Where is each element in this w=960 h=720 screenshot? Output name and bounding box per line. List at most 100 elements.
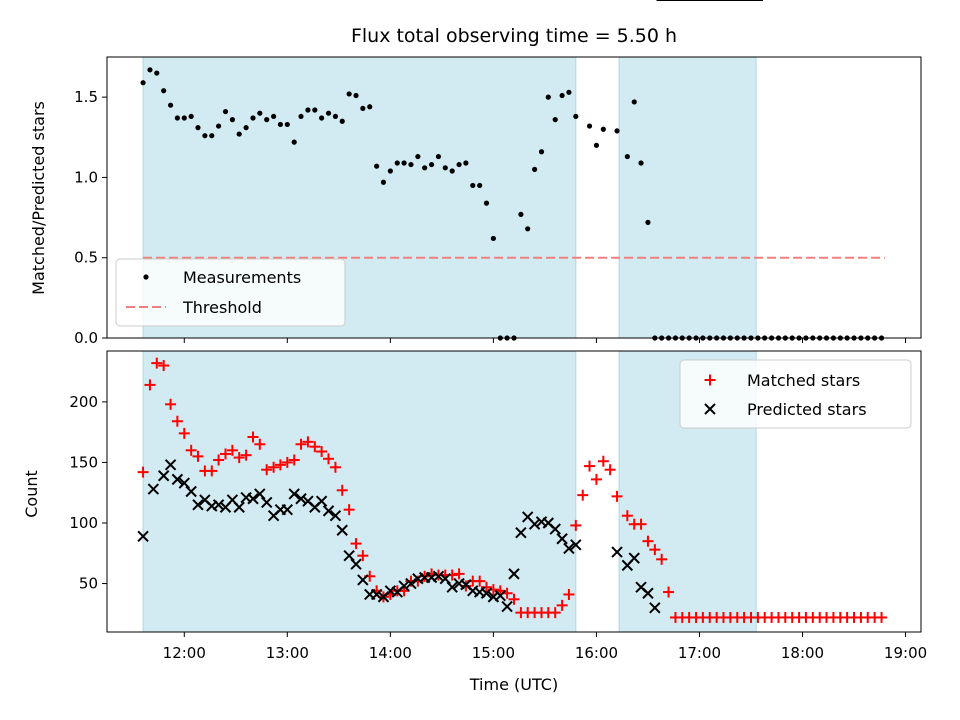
predicted-star-point	[570, 539, 582, 551]
matched-legend-label: Matched stars	[747, 371, 860, 390]
matched-star-point	[233, 452, 245, 464]
measurement-point	[600, 126, 606, 132]
y-tick-label: 200	[69, 393, 98, 411]
measurement-point	[552, 117, 558, 123]
matched-star-point	[137, 466, 149, 478]
measurement-point	[319, 115, 325, 121]
x-tick-label: 13:00	[266, 644, 309, 662]
matched-star-point	[192, 450, 204, 462]
predicted-star-point	[322, 505, 335, 517]
x-tick-label: 14:00	[369, 644, 412, 662]
predicted-star-point	[212, 499, 225, 511]
matched-star-point	[144, 379, 156, 391]
measurement-point	[367, 104, 373, 110]
predicted-star-point	[343, 549, 355, 562]
matched-star-point	[171, 415, 183, 427]
measurement-point	[470, 182, 476, 189]
measurement-point	[353, 92, 359, 99]
matched-star-point	[563, 588, 575, 600]
bottom-panel: 12:00 13:00 14:00 15:00 16:00 17:00 18:00 19:00…	[22, 0, 927, 694]
measurement-point	[277, 121, 284, 128]
matched-star-point	[350, 538, 362, 550]
predicted-star-point	[171, 473, 184, 486]
measurement-point	[312, 107, 318, 113]
measurement-point	[525, 226, 531, 232]
top-panel: 0.0 0.5 1.0 1.5 Matched/Predicted stars Mea…	[29, 56, 922, 347]
predicted-star-point	[649, 602, 661, 614]
predicted-star-point	[508, 568, 520, 580]
predicted-star-point	[398, 580, 410, 592]
matched-star-point	[597, 455, 609, 467]
measurement-point	[477, 182, 483, 189]
matched-star-point	[556, 599, 568, 611]
predicted-star-point	[137, 530, 149, 543]
measurement-point	[559, 92, 565, 99]
measurement-point	[298, 113, 304, 120]
y-tick-label: 50	[79, 575, 98, 593]
chart-title: Flux total observing time = 5.50 h	[351, 25, 677, 47]
measurement-point	[154, 70, 160, 76]
measurement-point	[147, 67, 153, 73]
matched-star-point	[474, 575, 486, 587]
predicted-star-point	[563, 542, 575, 555]
predicted-star-point	[611, 546, 623, 558]
top-y-axis-label: Matched/Predicted stars	[29, 101, 48, 295]
matched-star-point	[611, 490, 623, 502]
matched-star-point	[206, 465, 218, 477]
predicted-star-point	[185, 485, 197, 498]
measurement-point	[181, 115, 187, 121]
measurement-point	[374, 163, 380, 169]
predicted-star-point	[528, 518, 541, 530]
measurement-point	[442, 165, 448, 171]
matched-star-point	[316, 446, 328, 458]
measurement-point	[428, 161, 435, 168]
predicted-star-point	[192, 499, 204, 511]
predicted-star-point	[315, 495, 328, 507]
y-tick-label: 150	[69, 453, 98, 471]
predicted-legend-marker	[704, 403, 716, 415]
matched-star-point	[570, 519, 582, 531]
measurement-point	[566, 89, 572, 95]
bottom-legend-frame	[679, 359, 912, 429]
matched-star-point	[274, 459, 286, 471]
matched-star-point	[343, 504, 355, 516]
matched-star-point	[268, 461, 280, 473]
x-tick-label: 18:00	[781, 644, 824, 662]
measurement-point	[483, 200, 490, 206]
x-tick-label: 19:00	[884, 644, 927, 662]
matched-star-point	[663, 586, 675, 598]
matched-star-point	[549, 607, 561, 619]
top-legend-frame	[115, 258, 346, 327]
matched-star-point	[508, 593, 520, 605]
matched-star-point	[635, 518, 647, 530]
x-axis-label: Time (UTC)	[469, 675, 558, 694]
x-tick-label: 17:00	[678, 644, 721, 662]
predicted-star-point	[288, 488, 300, 500]
measurement-point	[545, 94, 551, 100]
measurement-point	[243, 125, 249, 131]
measurement-point	[614, 128, 620, 134]
measurement-point	[380, 179, 387, 185]
measurement-point	[167, 102, 174, 108]
predicted-star-point	[642, 587, 654, 599]
predicted-star-point	[370, 588, 383, 601]
y-tick-label: 0.5	[74, 249, 98, 267]
matched-star-point	[642, 535, 654, 547]
matched-star-point	[302, 436, 314, 448]
bottom-legend: Matched stars Predicted stars	[679, 359, 912, 429]
matched-star-point	[219, 448, 231, 460]
measurement-point	[188, 113, 194, 120]
predicted-star-point	[432, 570, 445, 582]
matched-star-point	[213, 454, 225, 466]
predicted-star-point	[556, 533, 568, 545]
matched-star-point	[590, 473, 602, 485]
measurement-point	[140, 80, 146, 86]
predicted-star-point	[515, 526, 527, 539]
predicted-star-point	[233, 501, 245, 513]
predicted-star-point	[336, 524, 348, 536]
matched-star-point	[656, 553, 668, 565]
matched-star-point	[357, 550, 369, 562]
measurements-legend-marker	[143, 274, 149, 280]
measurement-point	[195, 125, 201, 131]
measurement-point	[456, 161, 462, 168]
